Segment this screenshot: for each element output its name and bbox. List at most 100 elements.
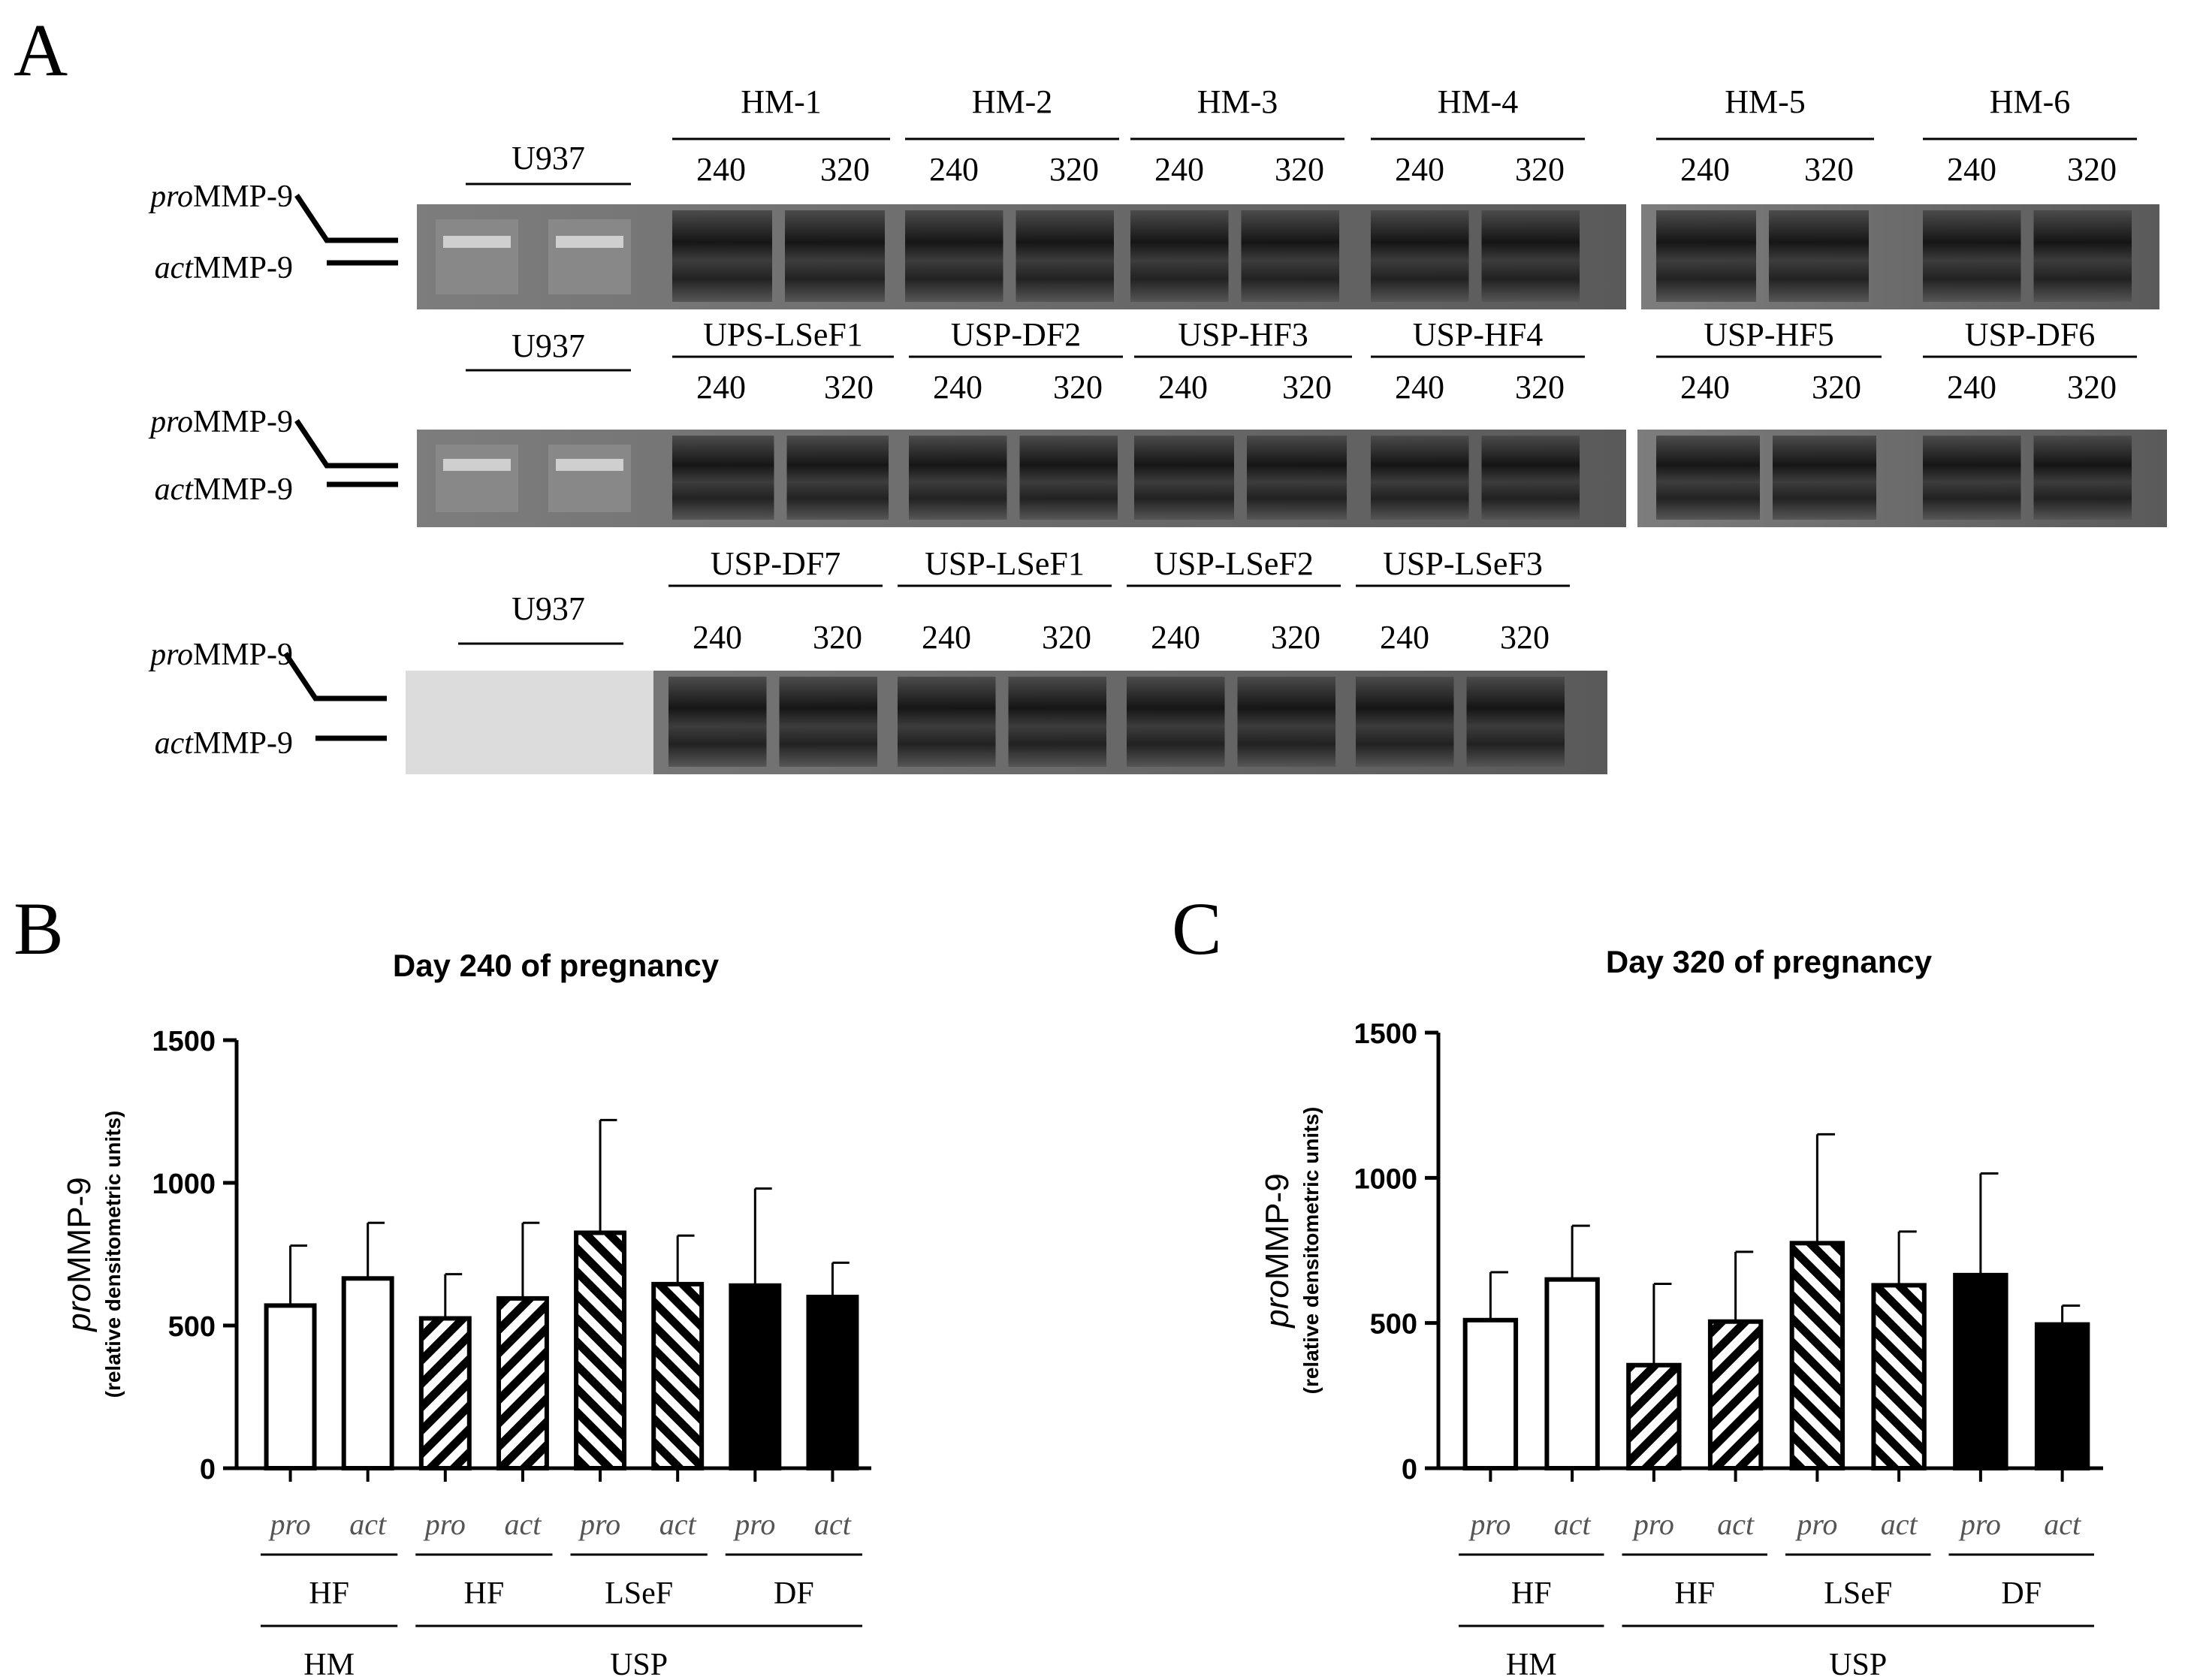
sample-lane (1016, 210, 1114, 302)
lane-day-label: 320 (1271, 619, 1320, 656)
bar (1953, 1272, 2008, 1471)
act-mmp9-label: actMMP-9 (155, 726, 293, 761)
x-category-label: pro (1468, 1507, 1510, 1541)
lane-day-label: 240 (1158, 369, 1208, 406)
x-category-label: act (659, 1507, 697, 1541)
sample-group-label: UPS-LSeF1 (703, 316, 863, 353)
sample-group-label: USP-LSeF3 (1383, 545, 1543, 582)
bar (341, 1276, 394, 1471)
pro-band-pointer (283, 652, 387, 701)
sample-lane (1019, 436, 1118, 520)
marker-band (443, 236, 511, 248)
x-category-label: act (505, 1507, 542, 1541)
y-tick-label: 1000 (1354, 1163, 1417, 1195)
sample-group-label: HM-4 (1438, 83, 1519, 120)
act-prefix: act (155, 251, 195, 285)
y-tick-label: 1500 (1354, 1018, 1417, 1050)
sample-lane (1923, 436, 2021, 520)
act-mmp9-label: actMMP-9 (155, 472, 293, 507)
sample-lane (1656, 436, 1760, 520)
group1-label: HF (1674, 1576, 1715, 1611)
sample-lane (1481, 436, 1580, 520)
sample-lane (672, 210, 772, 302)
gel-row-2: U937 UPS-LSeF1 240 320 USP-DF2 240 320 USP-HF3 2… (148, 316, 2167, 527)
bar (264, 1303, 317, 1471)
bar (806, 1295, 859, 1470)
lane-day-label: 240 (1395, 151, 1444, 188)
y-tick-label: 0 (200, 1454, 216, 1485)
sample-lane (905, 210, 1003, 302)
sample-group-label: HM-2 (972, 83, 1053, 120)
group1-label: DF (2001, 1576, 2042, 1611)
sample-lane (668, 677, 767, 767)
act-prefix: act (155, 472, 195, 507)
y-tick-label: 1000 (152, 1169, 216, 1200)
x-category-label: act (1554, 1507, 1592, 1541)
mmp9-suffix: MMP-9 (193, 726, 293, 761)
lane-day-label: 320 (1282, 369, 1332, 406)
x-category-label: act (1717, 1507, 1755, 1541)
lane-day-label: 240 (929, 151, 979, 188)
sample-group-label: USP-DF2 (951, 316, 1082, 353)
marker-lane (436, 445, 518, 512)
group1-label: HF (464, 1576, 505, 1611)
bar (1707, 1319, 1764, 1470)
lane-day-label: 240 (1947, 151, 1996, 188)
lane-day-label: 320 (2067, 151, 2117, 188)
sample-group-label: USP-LSeF2 (1154, 545, 1314, 582)
sample-lane (1466, 677, 1565, 767)
x-category-label: act (349, 1507, 387, 1541)
gel-row-1: U937 HM-1 240 320 HM-2 240 320 HM-3 240 320 HM-4 24… (148, 83, 2159, 309)
mmp9-suffix: MMP-9 (193, 638, 293, 672)
lane-day-label: 320 (1049, 151, 1099, 188)
group1-label: LSeF (605, 1576, 673, 1611)
marker-label: U937 (512, 590, 585, 627)
sample-lane (785, 210, 885, 302)
lane-day-label: 320 (1804, 151, 1854, 188)
pro-band-pointer (294, 194, 398, 243)
sample-lane (1481, 210, 1580, 302)
y-tick-label: 500 (168, 1311, 216, 1343)
gel-row-3: U937 USP-DF7 240 320 USP-LSeF1 240 320 USP-LSeF… (148, 545, 1607, 774)
sample-lane (1356, 677, 1454, 767)
sample-group-label: HM-6 (1990, 83, 2071, 120)
sample-lane (1134, 436, 1234, 520)
sample-lane (1237, 677, 1335, 767)
pro-mmp9-label: proMMP-9 (148, 638, 293, 672)
x-category-label: pro (423, 1507, 466, 1541)
gel-panel: U937 HM-1 240 320 HM-2 240 320 HM-3 240 320 HM-4 24… (148, 83, 2167, 774)
bar (1789, 1241, 1845, 1471)
sample-lane (1247, 436, 1347, 520)
lane-day-label: 320 (1500, 619, 1550, 656)
bar (729, 1283, 782, 1471)
panel-label-c: C (1172, 887, 1222, 970)
bar (651, 1281, 705, 1471)
lane-day-label: 240 (1680, 151, 1730, 188)
group1-label: HF (1511, 1576, 1552, 1611)
pro-mmp9-label: proMMP-9 (148, 405, 293, 439)
sample-lane (1656, 210, 1756, 302)
bar (1462, 1317, 1519, 1471)
marker-label: U937 (512, 327, 585, 364)
group1-label: LSeF (1824, 1576, 1892, 1611)
mmp9-suffix: MMP-9 (193, 405, 293, 439)
y-tick-label: 500 (1370, 1309, 1417, 1341)
lane-day-label: 240 (696, 369, 746, 406)
y-tick-label: 1500 (152, 1026, 216, 1057)
lane-day-label: 320 (813, 619, 862, 656)
lane-day-label: 240 (1947, 369, 1996, 406)
x-category-label: pro (268, 1507, 311, 1541)
x-category-label: pro (578, 1507, 620, 1541)
lane-day-label: 240 (1151, 619, 1200, 656)
x-category-label: act (2044, 1507, 2081, 1541)
sample-group-label: USP-DF6 (1965, 316, 2096, 353)
y-axis-sublabel: (relative densitometric units) (1299, 1107, 1323, 1395)
sample-lane (898, 677, 996, 767)
marker-band (556, 459, 623, 471)
lane-day-label: 320 (2067, 369, 2117, 406)
panel-label-b: B (14, 887, 64, 970)
sample-lane (1241, 210, 1339, 302)
bar (1871, 1283, 1927, 1471)
sample-lane (909, 436, 1007, 520)
